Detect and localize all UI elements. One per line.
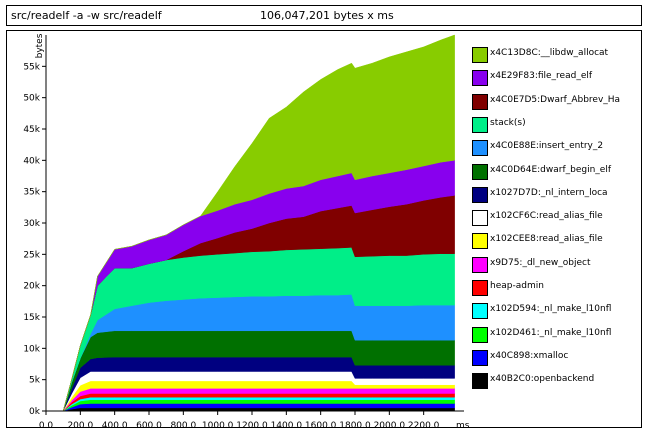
legend-swatch bbox=[472, 303, 488, 320]
legend-label: x4C0E88E:insert_entry_2 bbox=[490, 141, 604, 152]
legend-label: stack(s) bbox=[490, 117, 526, 128]
y-tick-label-0: 0k bbox=[29, 407, 41, 417]
legend-label: x102CEE8:read_alias_file bbox=[490, 234, 603, 245]
x-tick-label-5: 1000.0 bbox=[202, 421, 234, 431]
legend-label: x1027D7D:_nl_intern_loca bbox=[490, 187, 608, 198]
legend-swatch bbox=[472, 140, 488, 157]
legend-swatch bbox=[472, 70, 488, 87]
y-tick-label-1: 5k bbox=[29, 376, 41, 386]
legend-label: x102CF6C:read_alias_file bbox=[490, 211, 603, 222]
chart-frame bbox=[6, 30, 642, 428]
y-tick-label-11: 55k bbox=[23, 62, 40, 72]
y-tick-label-8: 40k bbox=[23, 156, 40, 166]
legend-label: heap-admin bbox=[490, 281, 544, 291]
legend-label: x102D594:_nl_make_l10nfl bbox=[490, 304, 612, 315]
legend-swatch bbox=[472, 326, 488, 343]
legend-swatch bbox=[472, 256, 488, 273]
legend-swatch bbox=[472, 210, 488, 227]
x-tick-label-8: 1600.0 bbox=[305, 421, 337, 431]
x-tick-label-7: 1400.0 bbox=[271, 421, 303, 431]
y-tick-label-9: 45k bbox=[23, 125, 40, 135]
x-tick-label-6: 1200.0 bbox=[236, 421, 268, 431]
legend-swatch bbox=[472, 233, 488, 250]
y-tick-label-6: 30k bbox=[23, 219, 40, 229]
x-tick-label-0: 0.0 bbox=[39, 421, 54, 431]
legend-label: x102D461:_nl_make_l10nfl bbox=[490, 327, 612, 338]
x-tick-label-3: 600.0 bbox=[136, 421, 162, 431]
x-tick-label-1: 200.0 bbox=[67, 421, 93, 431]
y-axis-label: bytes bbox=[35, 33, 45, 58]
total-bytes-text: 106,047,201 bytes x ms bbox=[260, 9, 394, 22]
legend-swatch bbox=[472, 93, 488, 110]
y-tick-label-4: 20k bbox=[23, 282, 40, 292]
legend-label: x4E29F83:file_read_elf bbox=[490, 71, 593, 82]
legend-label: x4C0D64E:dwarf_begin_elf bbox=[490, 164, 611, 175]
x-tick-label-4: 800.0 bbox=[170, 421, 196, 431]
x-tick-label-10: 2000.0 bbox=[374, 421, 406, 431]
y-tick-label-5: 25k bbox=[23, 250, 40, 260]
legend-swatch bbox=[472, 186, 488, 203]
area-series-14 bbox=[46, 34, 455, 412]
legend-label: x40B2C0:openbackend bbox=[490, 374, 595, 385]
axes: 0k 5k 10k 15k 20k 25k 30k 35k 40k 45k 50k 55k 0.0 200… bbox=[23, 33, 469, 431]
legend-swatch bbox=[472, 280, 488, 296]
legend-label: x40C898:xmalloc bbox=[490, 350, 569, 361]
area-layers bbox=[46, 34, 455, 412]
legend-label: x9D75:_dl_new_object bbox=[490, 257, 591, 268]
legend-label: x4C0E7D5:Dwarf_Abbrev_Ha bbox=[490, 94, 621, 105]
y-tick-label-10: 50k bbox=[23, 94, 40, 104]
command-text: src/readelf -a -w src/readelf bbox=[11, 9, 162, 22]
x-axis-label: ms bbox=[456, 421, 470, 431]
legend-swatch bbox=[472, 163, 488, 180]
legend-swatch bbox=[472, 349, 488, 366]
legend-label: x4C13D8C:__libdw_allocat bbox=[490, 48, 609, 58]
legend-swatch bbox=[472, 47, 488, 63]
legend-swatch bbox=[472, 116, 488, 133]
x-tick-label-9: 1800.0 bbox=[339, 421, 371, 431]
y-tick-label-2: 10k bbox=[23, 344, 40, 354]
title-box: src/readelf -a -w src/readelf 106,047,20… bbox=[6, 5, 642, 26]
x-tick-label-11: 2200.0 bbox=[408, 421, 440, 431]
x-tick-label-2: 400.0 bbox=[102, 421, 128, 431]
legend-swatch bbox=[472, 373, 488, 390]
y-tick-label-3: 15k bbox=[23, 313, 40, 323]
y-tick-label-7: 35k bbox=[23, 188, 40, 198]
